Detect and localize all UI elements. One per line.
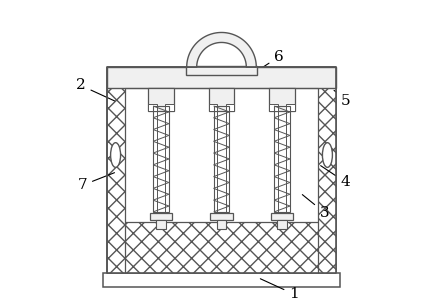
Polygon shape bbox=[209, 88, 234, 111]
Polygon shape bbox=[157, 105, 165, 213]
Polygon shape bbox=[271, 213, 293, 220]
Polygon shape bbox=[319, 67, 337, 273]
Polygon shape bbox=[226, 105, 234, 111]
Polygon shape bbox=[187, 33, 256, 67]
Polygon shape bbox=[106, 67, 124, 273]
Polygon shape bbox=[210, 213, 233, 220]
Ellipse shape bbox=[111, 143, 120, 168]
Text: 7: 7 bbox=[78, 173, 114, 192]
Polygon shape bbox=[103, 273, 340, 287]
Polygon shape bbox=[150, 213, 172, 220]
Polygon shape bbox=[106, 67, 337, 88]
Text: 1: 1 bbox=[260, 279, 299, 301]
Polygon shape bbox=[106, 67, 337, 273]
Polygon shape bbox=[217, 105, 226, 213]
Polygon shape bbox=[277, 220, 287, 229]
Polygon shape bbox=[209, 105, 217, 111]
Text: 5: 5 bbox=[334, 90, 350, 108]
Text: 2: 2 bbox=[76, 78, 115, 101]
Polygon shape bbox=[156, 220, 166, 229]
Polygon shape bbox=[165, 105, 174, 111]
Text: 6: 6 bbox=[246, 50, 284, 78]
Polygon shape bbox=[148, 88, 174, 111]
Polygon shape bbox=[124, 222, 319, 273]
Polygon shape bbox=[186, 66, 257, 75]
Polygon shape bbox=[278, 105, 286, 213]
Polygon shape bbox=[148, 105, 157, 111]
Text: 4: 4 bbox=[321, 166, 350, 189]
Polygon shape bbox=[269, 88, 295, 111]
Polygon shape bbox=[269, 105, 278, 111]
Polygon shape bbox=[217, 220, 226, 229]
Polygon shape bbox=[286, 105, 295, 111]
Ellipse shape bbox=[323, 143, 332, 168]
Text: 3: 3 bbox=[302, 195, 329, 219]
